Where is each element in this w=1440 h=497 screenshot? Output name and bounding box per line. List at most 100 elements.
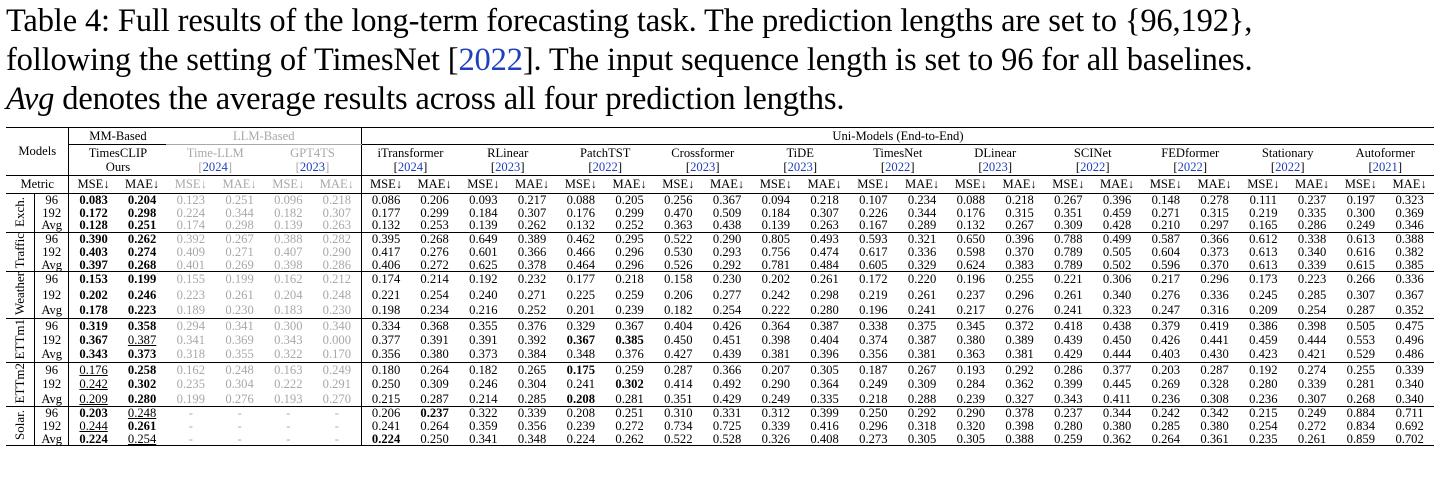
table-row: Avg 0.178 0.223 0.189 0.230 0.183 0.230 0.198 0.…: [6, 302, 1434, 319]
model-name: Autoformer: [1355, 146, 1415, 160]
model-citation: [2022]: [1075, 160, 1110, 174]
mse-cell: 0.326: [751, 432, 801, 447]
mse-cell: 0.183: [274, 302, 303, 317]
mse-cell: 0.341: [176, 333, 206, 348]
mse-cell: 0.206: [664, 287, 693, 302]
group-uni-models: Uni-Models (End-to-End): [360, 127, 1434, 145]
mae-cell: 0.252: [615, 218, 644, 233]
caption-line-3-rest: denotes the average results across all f…: [54, 81, 845, 117]
model-citation-link[interactable]: 2022: [1080, 160, 1106, 174]
mse-cell: 0.318: [176, 347, 206, 362]
mse-header: MSE↓: [946, 175, 996, 194]
mae-cell: 0.276: [420, 244, 449, 259]
model-citation-link[interactable]: 2023: [299, 160, 326, 174]
prediction-length: 192: [42, 333, 62, 348]
mse-cell: 0.217: [1141, 271, 1191, 288]
mse-cell: 0.184: [761, 205, 791, 220]
dataset-name: ETTm2: [11, 363, 27, 404]
mae-cell: -: [312, 432, 362, 447]
model-citation-link[interactable]: 2022: [1177, 160, 1203, 174]
mae-cell: 0.340: [1297, 244, 1327, 259]
mae-cell: 0.272: [1297, 418, 1327, 433]
mse-cell: 0.193: [946, 362, 996, 378]
mse-cell: 0.187: [848, 362, 898, 378]
mse-cell: 0.208: [566, 391, 596, 406]
mae-cell: 0.344: [907, 205, 937, 220]
mae-cell: 0.232: [507, 271, 557, 288]
mae-cell: 0.398: [1005, 418, 1034, 433]
mae-cell: 0.218: [800, 192, 849, 207]
mae-cell: 0.246: [127, 287, 157, 302]
mse-cell: 0.173: [1238, 271, 1288, 288]
mse-cell: 0.241: [360, 420, 411, 433]
mse-cell: 0.612: [1238, 232, 1288, 246]
mae-cell: 0.445: [1102, 377, 1132, 392]
mse-cell: 0.219: [859, 287, 888, 302]
mse-cell: 0.242: [761, 287, 791, 302]
model-citation-link[interactable]: 2023: [690, 160, 716, 174]
mse-cell: 0.417: [360, 246, 411, 259]
mse-header: MSE↓: [751, 175, 801, 194]
mae-cell: 0.711: [1385, 406, 1434, 420]
mse-cell: -: [263, 406, 313, 420]
mae-cell: 0.218: [605, 271, 654, 288]
mae-cell: 0.344: [1092, 406, 1142, 420]
mse-cell: 0.219: [1249, 205, 1278, 220]
mse-cell: 0.094: [751, 192, 801, 207]
mae-cell: 0.368: [410, 317, 459, 334]
mae-cell: 0.251: [605, 406, 654, 420]
model-citation-link[interactable]: 2021: [1372, 160, 1398, 174]
mae-cell: 0.340: [312, 317, 362, 334]
mae-cell: 0.271: [225, 244, 254, 259]
dataset-name: Exch.: [11, 196, 27, 227]
model-citation-link[interactable]: 2023: [787, 160, 813, 174]
mse-cell: 0.319: [68, 317, 118, 334]
model-citation-link[interactable]: 2022: [885, 160, 911, 174]
model-subtitle: Ours: [105, 160, 131, 174]
model-header-timesclip: TimesCLIP Ours: [68, 144, 167, 176]
mse-cell: 0.096: [263, 192, 313, 207]
mse-cell: 0.240: [469, 287, 498, 302]
mae-cell: 0.328: [1200, 377, 1229, 392]
mse-cell: 0.225: [566, 287, 596, 302]
model-citation-link[interactable]: 2022: [592, 160, 618, 174]
mae-cell: 0.292: [995, 362, 1044, 378]
model-citation-link[interactable]: 2023: [982, 160, 1008, 174]
model-header-fedformer: FEDformer [2022]: [1141, 145, 1239, 176]
mse-cell: 0.356: [859, 347, 888, 362]
mae-header: MAE↓: [117, 175, 167, 194]
mae-cell: 0.396: [810, 347, 839, 362]
mae-cell: 0.285: [1297, 287, 1327, 302]
mae-cell: 0.335: [810, 391, 839, 406]
model-name: Stationary: [1261, 146, 1314, 160]
mae-cell: 0.318: [907, 418, 937, 433]
mae-cell: 0.339: [507, 406, 557, 420]
mae-cell: 0.262: [605, 432, 654, 447]
mae-cell: 0.336: [907, 244, 937, 259]
mse-cell: 0.269: [1151, 377, 1181, 392]
mae-cell: 0.372: [995, 317, 1044, 334]
mae-cell: 0.375: [897, 317, 947, 334]
mae-cell: 0.250: [410, 432, 459, 447]
mse-cell: 0.210: [1151, 218, 1181, 233]
model-citation-link[interactable]: 2024: [397, 160, 424, 174]
mse-cell: 0.300: [263, 317, 313, 334]
mae-cell: 0.248: [215, 362, 264, 378]
model-citation-link[interactable]: 2023: [495, 160, 521, 174]
mae-cell: 0.338: [1287, 232, 1337, 246]
model-citation-link[interactable]: 2022: [1275, 160, 1301, 174]
mae-cell: 0.234: [897, 192, 947, 207]
timesnet-citation-link[interactable]: 2022: [458, 42, 523, 78]
mse-cell: 0.259: [1043, 432, 1093, 447]
mse-cell: 0.462: [556, 232, 606, 246]
mse-cell: 0.214: [469, 391, 498, 406]
model-citation: [2022]: [1270, 160, 1305, 174]
mae-cell: 0.385: [1395, 257, 1424, 272]
mse-cell: 0.132: [956, 218, 986, 233]
mse-cell: 0.781: [761, 257, 791, 272]
mse-cell: 0.174: [360, 271, 411, 288]
group-llm-based: LLM-Based: [166, 127, 362, 145]
mae-cell: 0.307: [1297, 391, 1327, 406]
model-citation-link[interactable]: 2024: [202, 160, 228, 174]
mae-cell: 0.370: [1005, 244, 1034, 259]
